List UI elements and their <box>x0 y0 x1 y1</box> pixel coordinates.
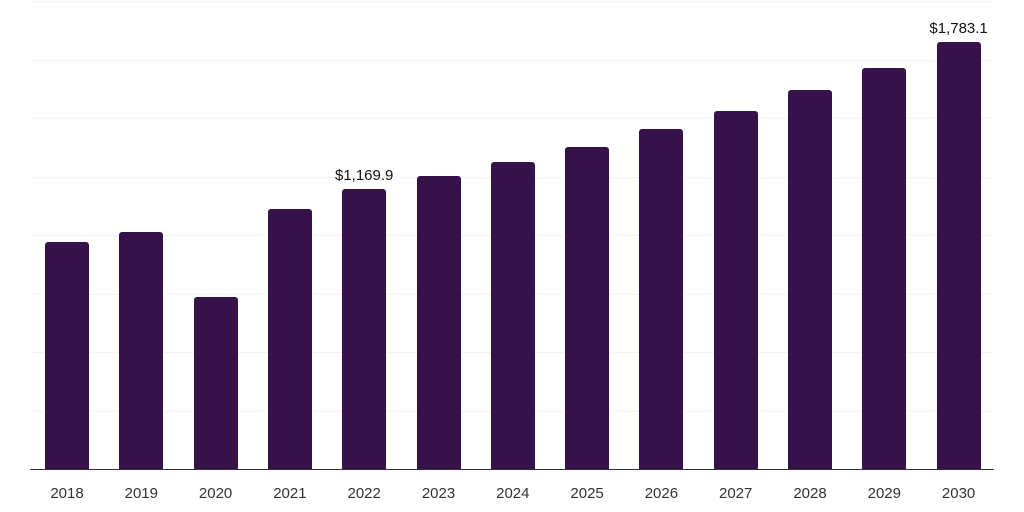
bar-2018[interactable] <box>45 241 89 469</box>
data-label-2022: $1,169.9 <box>334 166 394 184</box>
bar-2023[interactable] <box>416 176 461 469</box>
bar-2025[interactable] <box>565 146 610 469</box>
x-tick-label: 2019 <box>124 485 158 502</box>
x-tick-label: 2026 <box>644 485 679 502</box>
gridline <box>30 118 994 119</box>
x-tick-label: 2028 <box>793 485 827 502</box>
x-tick-label: 2020 <box>198 485 233 502</box>
x-tick-label: 2022 <box>347 485 381 502</box>
x-tick-label: 2024 <box>496 485 530 502</box>
x-tick-label: 2027 <box>719 485 753 502</box>
data-label-2030: $1,783.1 <box>929 20 988 38</box>
bar-2020[interactable] <box>193 297 238 469</box>
bar-2029[interactable] <box>862 67 907 469</box>
x-tick-label: 2029 <box>867 485 901 502</box>
bar-2024[interactable] <box>490 161 535 469</box>
x-tick-label: 2021 <box>273 485 307 502</box>
gridline <box>30 1 994 2</box>
bar-2026[interactable] <box>639 129 684 469</box>
bar-2021[interactable] <box>267 209 312 469</box>
gridline <box>30 59 994 61</box>
bar-2027[interactable] <box>713 110 758 469</box>
bar-2028[interactable] <box>788 90 832 469</box>
x-tick-label: 2023 <box>421 485 456 502</box>
x-tick-label: 2030 <box>941 485 976 502</box>
bar-2022[interactable] <box>342 188 387 469</box>
x-tick-label: 2018 <box>50 485 84 502</box>
x-tick-label: 2025 <box>570 485 604 502</box>
x-axis-line <box>30 469 994 470</box>
bar-2030[interactable] <box>936 42 981 469</box>
bar-2019[interactable] <box>119 231 164 469</box>
